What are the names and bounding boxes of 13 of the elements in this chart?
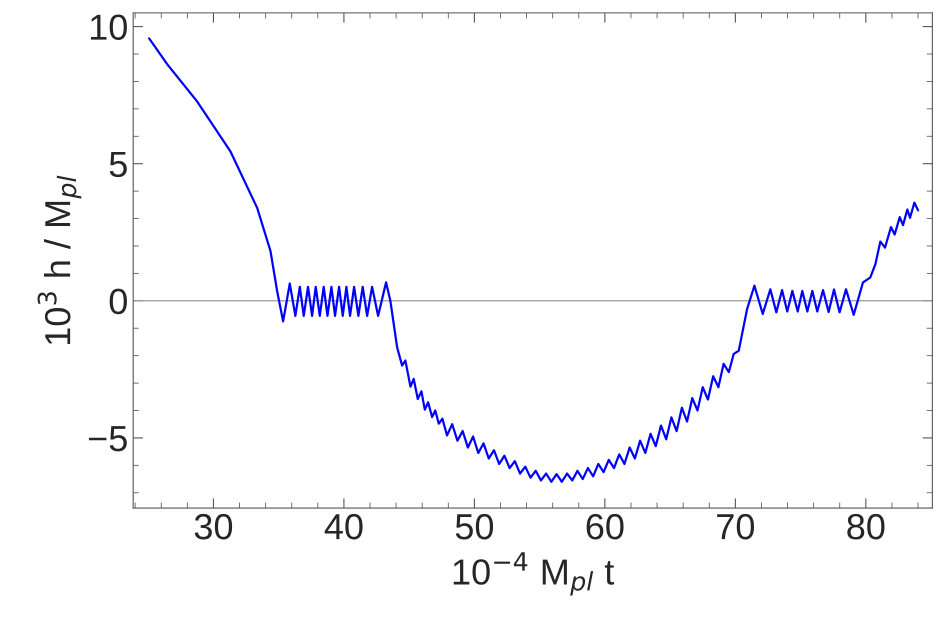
- x-tick-label: 50: [456, 514, 494, 540]
- y-tick-label: 10: [90, 14, 127, 40]
- y-axis-title: 10$^{3}$ h / M$_{pl}$: [38, 176, 82, 344]
- x-tick-label: 70: [717, 514, 754, 540]
- y-tick-label: 5: [110, 152, 127, 178]
- y-tick-label: −5: [88, 426, 127, 452]
- x-tick-label: 40: [324, 514, 363, 540]
- x-axis-title: 10$^{−4}$ M$_{pl}$ t: [454, 552, 614, 596]
- x-tick-label: 80: [847, 514, 884, 540]
- x-tick-label: 30: [194, 514, 232, 540]
- x-tick-label: 60: [586, 514, 624, 540]
- line-series: [148, 37, 920, 483]
- y-tick-label: 0: [110, 288, 127, 314]
